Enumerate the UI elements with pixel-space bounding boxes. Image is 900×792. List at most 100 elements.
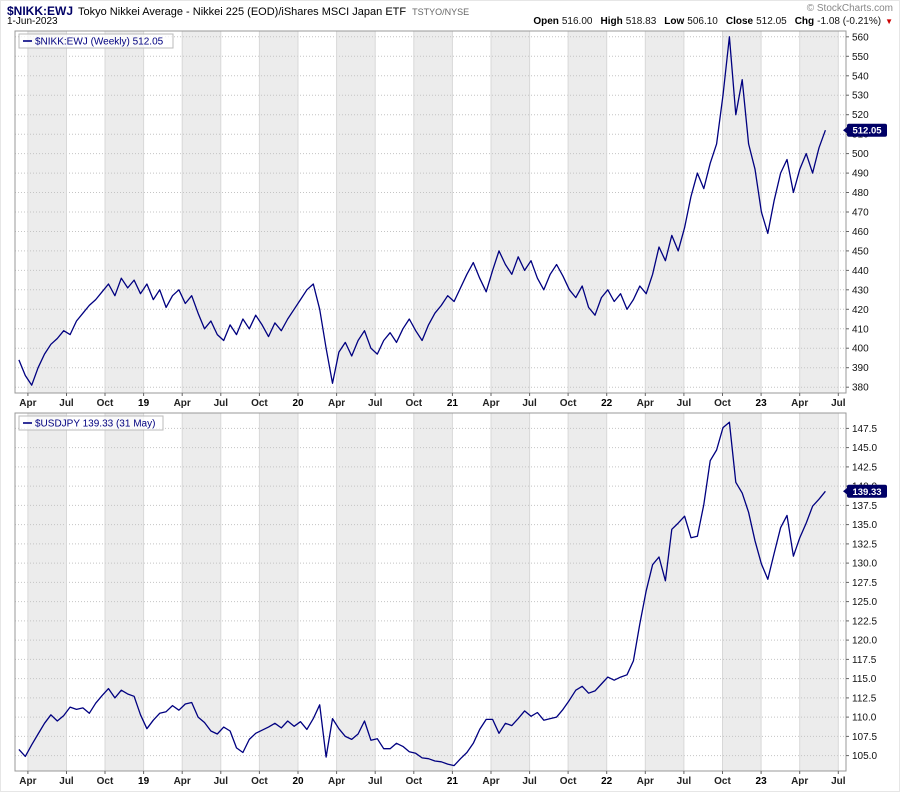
x-axis-label: Jul <box>59 398 74 409</box>
x-axis-label: Oct <box>251 776 268 787</box>
x-axis-label: Apr <box>174 776 191 787</box>
quarter-stripe <box>491 413 530 771</box>
usdjpy-panel: Apr Jul Oct 19 Apr Jul Oct 20 Apr Jul Oct 21 Apr Jul O… <box>14 412 887 787</box>
quarter-stripe <box>722 413 762 771</box>
legend-label: $NIKK:EWJ (Weekly) 512.05 <box>35 37 164 48</box>
x-axis-label: Jul <box>831 776 846 787</box>
quote-label: Chg <box>794 16 815 27</box>
x-axis-label: 20 <box>292 398 304 409</box>
y-axis-label: 130.0 <box>852 559 877 570</box>
y-axis-label: 560 <box>852 32 869 43</box>
copyright-text: © StockCharts.com <box>806 3 893 14</box>
y-axis-label: 142.5 <box>852 462 877 473</box>
legend-label: $USDJPY 139.33 (31 May) <box>35 419 155 430</box>
y-axis-label: 450 <box>852 246 869 257</box>
y-axis-label: 127.5 <box>852 578 877 589</box>
y-axis-label: 147.5 <box>852 424 877 435</box>
x-axis-label: 23 <box>756 398 768 409</box>
y-axis-label: 470 <box>852 208 869 219</box>
legend-box <box>18 415 164 431</box>
y-axis-label: 120.0 <box>852 636 877 647</box>
x-axis-label: Apr <box>19 776 36 787</box>
chart-title: Tokyo Nikkei Average - Nikkei 225 (EOD)/… <box>78 6 407 18</box>
y-axis-label: 117.5 <box>852 655 877 666</box>
y-axis-label: 115.0 <box>852 674 877 685</box>
x-axis-label: Apr <box>328 776 345 787</box>
quote-strip: Open 516.00 High 518.83 Low 506.10 Close 512.05… <box>525 16 893 27</box>
x-axis-label: Oct <box>560 776 577 787</box>
quarter-stripe <box>799 413 839 771</box>
quarter-stripe <box>182 413 221 771</box>
nikk-ewj-price-line <box>18 36 827 386</box>
x-axis-label: Oct <box>560 398 577 409</box>
y-axis-label: 500 <box>852 149 869 160</box>
x-axis-label: 20 <box>292 776 304 787</box>
x-axis-label: Jul <box>214 398 229 409</box>
quote-label: Low <box>664 16 685 27</box>
x-axis-label: 23 <box>756 776 768 787</box>
quote-value: 516.00 <box>561 16 593 27</box>
y-axis-label: 410 <box>852 324 869 335</box>
x-axis-label: 19 <box>138 398 150 409</box>
y-axis-label: 490 <box>852 169 869 180</box>
quarter-stripe <box>568 413 607 771</box>
x-axis-label: Apr <box>174 398 191 409</box>
x-axis-label: 22 <box>601 398 613 409</box>
x-axis-label: Apr <box>482 776 499 787</box>
last-price-badge <box>847 484 887 498</box>
series-legend: $USDJPY 139.33 (31 May) <box>18 415 164 431</box>
x-axis-label: Jul <box>368 398 383 409</box>
y-axis-label: 125.0 <box>852 597 877 608</box>
y-axis-label: 400 <box>852 344 869 355</box>
quote-value: -1.08 (-0.21%) <box>817 16 882 27</box>
quarter-stripe <box>336 413 376 771</box>
badge-notch <box>843 126 848 135</box>
y-axis-label: 430 <box>852 285 869 296</box>
y-axis-label: 550 <box>852 52 869 63</box>
quote-label: High <box>600 16 623 27</box>
x-axis-label: 19 <box>138 776 150 787</box>
y-axis-label: 107.5 <box>852 732 877 743</box>
x-axis-label: 22 <box>601 776 613 787</box>
x-axis-label: Jul <box>677 776 692 787</box>
y-axis-label: 137.5 <box>852 501 877 512</box>
chart-date: 1-Jun-2023 <box>7 16 58 27</box>
y-axis-label: 380 <box>852 383 869 394</box>
quote-value: 518.83 <box>625 16 657 27</box>
chart-exchange: TSTYO/NYSE <box>412 7 470 17</box>
badge-notch <box>843 487 848 496</box>
series-legend: $NIKK:EWJ (Weekly) 512.05 <box>18 33 174 49</box>
x-axis-label: 21 <box>447 398 459 409</box>
y-axis-label: 132.5 <box>852 539 877 550</box>
x-axis-label: 21 <box>447 776 459 787</box>
y-axis-label: 520 <box>852 110 869 121</box>
y-axis-label: 530 <box>852 91 869 102</box>
y-axis-label: 480 <box>852 188 869 199</box>
x-axis-label: Oct <box>714 776 731 787</box>
ratio-price-panel: Apr Jul Oct 19 Apr Jul Oct 20 Apr Jul Oct 21 Apr Jul O… <box>14 30 887 409</box>
y-axis-label: 105.0 <box>852 751 877 762</box>
x-axis-label: Jul <box>214 776 229 787</box>
usdjpy-price-line <box>18 421 826 767</box>
quarter-stripe <box>259 31 298 393</box>
quote-value: 512.05 <box>756 16 787 27</box>
chart-header: $NIKK:EWJ Tokyo Nikkei Average - Nikkei 2… <box>7 2 893 18</box>
x-axis-label: Oct <box>97 776 114 787</box>
quarter-stripe <box>105 413 144 771</box>
quarter-stripe <box>413 31 453 393</box>
y-axis-label: 390 <box>852 363 869 374</box>
last-price-badge <box>847 123 887 137</box>
quarter-stripe <box>105 31 144 393</box>
legend-box <box>18 33 174 49</box>
quarter-stripe <box>645 413 684 771</box>
x-axis-label: Jul <box>522 398 537 409</box>
x-axis-label: Apr <box>637 398 654 409</box>
last-price-badge-text: 512.05 <box>852 126 882 137</box>
x-axis-label: Jul <box>59 776 74 787</box>
x-axis-label: Apr <box>482 398 499 409</box>
x-axis-label: Jul <box>522 776 537 787</box>
quote-label: Open <box>533 16 559 27</box>
panel-border <box>14 412 847 772</box>
x-axis-label: Apr <box>19 398 36 409</box>
